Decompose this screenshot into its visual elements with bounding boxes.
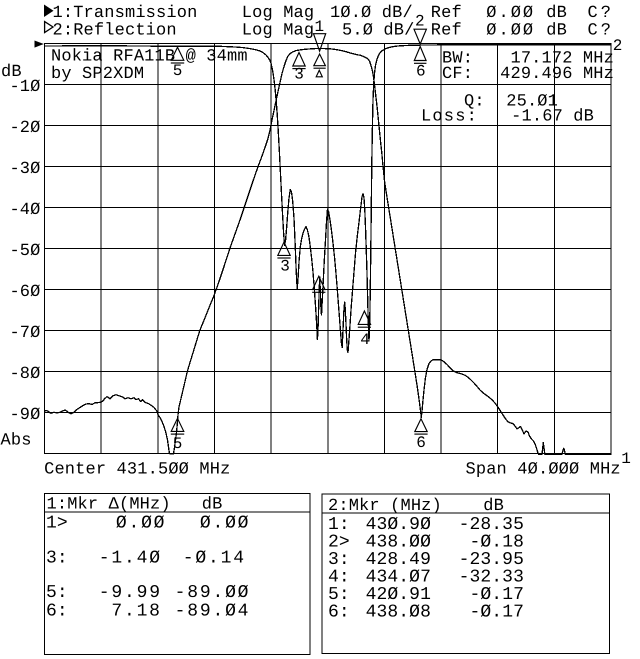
svg-text:-7Ø: -7Ø xyxy=(9,324,40,343)
svg-text:1:: 1: xyxy=(328,515,350,535)
svg-text:6:: 6: xyxy=(46,602,68,622)
svg-text:1: 1 xyxy=(314,18,324,36)
svg-text:2: 2 xyxy=(613,37,623,55)
svg-text:6:: 6: xyxy=(328,603,350,623)
svg-text:-9Ø: -9Ø xyxy=(9,406,40,425)
svg-text:1:Transmission: 1:Transmission xyxy=(53,4,198,23)
svg-text:-32.33: -32.33 xyxy=(459,568,524,588)
svg-text:1: 1 xyxy=(621,450,631,468)
svg-text:1Ø.Ø dB/: 1Ø.Ø dB/ xyxy=(330,4,413,23)
svg-text:5:: 5: xyxy=(46,583,68,603)
svg-text:434.Ø7: 434.Ø7 xyxy=(366,568,431,588)
svg-text:-23.95: -23.95 xyxy=(459,550,524,570)
svg-text:Ref: Ref xyxy=(431,4,462,23)
svg-text:5.Ø dB/: 5.Ø dB/ xyxy=(342,22,414,41)
svg-text:6: 6 xyxy=(416,63,426,81)
svg-text:2>: 2> xyxy=(328,533,350,553)
svg-text:Loss:: Loss: xyxy=(421,108,478,127)
svg-text:by SP2XDM: by SP2XDM xyxy=(51,65,144,84)
svg-text:428.49: 428.49 xyxy=(366,550,431,570)
svg-text:-8Ø: -8Ø xyxy=(9,365,40,384)
svg-text:Ø.ØØ: Ø.ØØ xyxy=(200,514,250,534)
svg-text:6: 6 xyxy=(416,434,426,452)
svg-text:-3Ø: -3Ø xyxy=(9,160,40,179)
svg-text:-89.Ø4: -89.Ø4 xyxy=(175,602,251,622)
svg-text:4:: 4: xyxy=(328,568,350,588)
svg-text:43Ø.9Ø: 43Ø.9Ø xyxy=(366,515,432,535)
svg-text:Q:: Q: xyxy=(464,93,485,112)
svg-text:7.18: 7.18 xyxy=(111,602,161,622)
svg-text:-1Ø: -1Ø xyxy=(9,78,40,97)
svg-text:Ø.ØØ: Ø.ØØ xyxy=(116,514,166,534)
svg-text:Log Mag: Log Mag xyxy=(242,22,314,41)
svg-text:-5Ø: -5Ø xyxy=(9,242,40,261)
svg-text:-1.4Ø: -1.4Ø xyxy=(99,549,162,569)
svg-text:17.172 MHz: 17.172 MHz xyxy=(510,50,614,69)
svg-text:-2Ø: -2Ø xyxy=(9,119,40,138)
svg-text:1:Mkr Δ(MHz) dB: 1:Mkr Δ(MHz) dB xyxy=(47,496,223,515)
svg-text:Log Mag: Log Mag xyxy=(242,4,314,23)
svg-text:Nokia RFA11B @ 34mm: Nokia RFA11B @ 34mm xyxy=(51,48,248,67)
svg-text:Ø.ØØ: Ø.ØØ xyxy=(486,22,535,41)
svg-text:C?: C? xyxy=(588,4,614,23)
svg-text:CF:: CF: xyxy=(442,65,473,84)
svg-text:-89.ØØ: -89.ØØ xyxy=(175,583,251,603)
svg-text:dB: dB xyxy=(546,22,567,41)
svg-text:-4Ø: -4Ø xyxy=(9,201,40,220)
svg-text:dB: dB xyxy=(1,63,22,82)
svg-text:438.ØØ: 438.ØØ xyxy=(366,533,432,553)
svg-text:Ref: Ref xyxy=(431,22,462,41)
svg-text:2: 2 xyxy=(415,13,425,31)
svg-text:2:Mkr (MHz) dB: 2:Mkr (MHz) dB xyxy=(328,497,504,516)
svg-text:3: 3 xyxy=(294,66,304,84)
svg-text:dB: dB xyxy=(546,4,567,23)
svg-text:5: 5 xyxy=(173,435,183,453)
svg-text:42Ø.91: 42Ø.91 xyxy=(366,585,431,605)
svg-text:Span 4Ø.ØØØ MHz: Span 4Ø.ØØØ MHz xyxy=(466,461,621,480)
svg-text:Center 431.5ØØ MHz: Center 431.5ØØ MHz xyxy=(44,461,230,480)
svg-text:5: 5 xyxy=(173,62,183,80)
svg-text:3: 3 xyxy=(280,258,290,276)
svg-text:-Ø.17: -Ø.17 xyxy=(469,603,524,623)
svg-text:3:: 3: xyxy=(328,550,350,570)
svg-text:1>: 1> xyxy=(46,514,68,534)
svg-text:-Ø.17: -Ø.17 xyxy=(469,585,524,605)
svg-text:-1.67 dB: -1.67 dB xyxy=(511,108,594,127)
svg-text:Abs: Abs xyxy=(1,432,32,451)
svg-text:-28.35: -28.35 xyxy=(459,515,524,535)
svg-text:Ø.ØØ: Ø.ØØ xyxy=(486,4,535,23)
svg-text:25.Ø1: 25.Ø1 xyxy=(506,93,558,112)
svg-text:-Ø.14: -Ø.14 xyxy=(183,549,246,569)
svg-text:-6Ø: -6Ø xyxy=(9,283,40,302)
svg-text:C?: C? xyxy=(588,22,614,41)
svg-text:-Ø.18: -Ø.18 xyxy=(469,533,524,553)
svg-text:2:Reflection: 2:Reflection xyxy=(53,22,177,41)
svg-text:-9.99: -9.99 xyxy=(99,583,162,603)
svg-text:3:: 3: xyxy=(46,549,68,569)
svg-text:5:: 5: xyxy=(328,585,350,605)
svg-text:BW:: BW: xyxy=(442,50,473,69)
svg-text:429.496 MHz: 429.496 MHz xyxy=(500,65,614,84)
svg-text:438.Ø8: 438.Ø8 xyxy=(366,603,431,623)
svg-text:4: 4 xyxy=(360,331,370,349)
